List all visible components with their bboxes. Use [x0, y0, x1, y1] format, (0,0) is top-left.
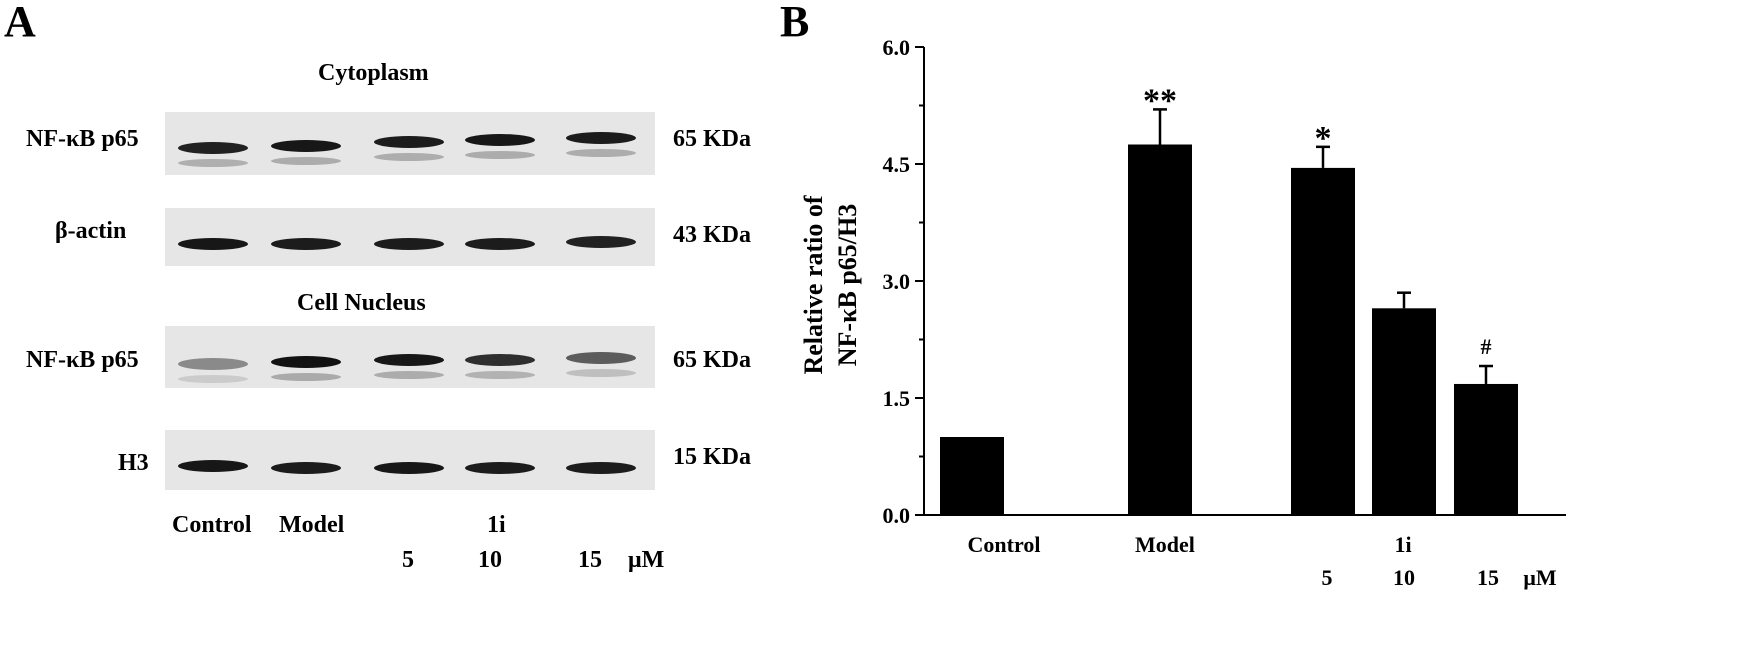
blot-band	[178, 142, 248, 154]
significance-label: #	[1481, 334, 1492, 359]
blot-label-cyto-p65: NF-κB p65	[26, 126, 139, 152]
x-dose-label: 5	[1322, 565, 1333, 590]
cytoplasm-title: Cytoplasm	[318, 60, 429, 86]
y-axis-label-line2: NF-κB p65/H3	[833, 204, 862, 367]
y-tick-label: 3.0	[883, 269, 911, 294]
bar	[1128, 144, 1192, 515]
significance-label: *	[1315, 120, 1332, 157]
blot-band	[566, 132, 636, 144]
blot-band-faint	[374, 153, 444, 161]
bar	[1372, 308, 1436, 515]
blot-band	[465, 134, 535, 146]
blot-size-cyto-p65: 65 KDa	[673, 126, 751, 152]
blot-band-faint	[271, 373, 341, 381]
lane-dose-unit: μM	[628, 547, 665, 573]
blot-band-faint	[178, 159, 248, 167]
panel-a-letter: A	[4, 0, 36, 46]
blot-band-faint	[566, 149, 636, 157]
blot-band-faint	[271, 157, 341, 165]
y-tick-label: 1.5	[883, 386, 911, 411]
blot-label-nuc-p65: NF-κB p65	[26, 347, 139, 373]
lane-label-1i: 1i	[487, 512, 506, 538]
blot-band-faint	[374, 371, 444, 379]
blot-band	[271, 140, 341, 152]
blot-label-h3: H3	[118, 450, 149, 476]
blot-band	[374, 354, 444, 366]
blot-band	[271, 238, 341, 250]
blot-h3	[165, 430, 655, 490]
nucleus-title: Cell Nucleus	[297, 290, 426, 316]
y-tick-label: 0.0	[883, 503, 911, 528]
x-dose-label: μM	[1523, 565, 1556, 590]
blot-band	[178, 358, 248, 370]
x-label-control: Control	[968, 532, 1041, 557]
blot-band	[178, 238, 248, 250]
blot-band	[465, 462, 535, 474]
blot-band	[566, 462, 636, 474]
blot-band	[465, 354, 535, 366]
y-axis-label-line1: Relative ratio of	[799, 195, 828, 374]
blot-band-faint	[566, 369, 636, 377]
lane-dose-5: 5	[402, 547, 414, 573]
x-label-model: Model	[1135, 532, 1195, 557]
x-dose-label: 15	[1477, 565, 1499, 590]
blot-band	[374, 462, 444, 474]
blot-band-faint	[465, 151, 535, 159]
y-tick-label: 4.5	[883, 152, 911, 177]
significance-label: **	[1143, 82, 1177, 119]
blot-band	[566, 352, 636, 364]
blot-band-faint	[465, 371, 535, 379]
blot-band	[271, 356, 341, 368]
blot-band	[271, 462, 341, 474]
blot-band	[374, 238, 444, 250]
blot-band	[465, 238, 535, 250]
x-label-1i: 1i	[1394, 532, 1411, 557]
bar	[940, 437, 1004, 515]
blot-actin	[165, 208, 655, 266]
blot-size-h3: 15 KDa	[673, 444, 751, 470]
blot-band-faint	[178, 375, 248, 383]
y-tick-label: 6.0	[883, 35, 911, 60]
blot-size-nuc-p65: 65 KDa	[673, 347, 751, 373]
lane-label-model: Model	[279, 512, 345, 538]
y-axis-label: Relative ratio of NF-κB p65/H3	[799, 195, 862, 374]
blot-size-actin: 43 KDa	[673, 222, 751, 248]
bar	[1291, 167, 1355, 515]
lane-label-control: Control	[172, 512, 252, 538]
lane-dose-10: 10	[478, 547, 502, 573]
blot-band	[374, 136, 444, 148]
bar	[1454, 383, 1518, 515]
lane-dose-15: 15	[578, 547, 602, 573]
blot-band	[178, 460, 248, 472]
x-dose-label: 10	[1393, 565, 1415, 590]
blot-band	[566, 236, 636, 248]
panel-b-letter: B	[780, 0, 810, 46]
blot-label-actin: β-actin	[55, 218, 127, 244]
